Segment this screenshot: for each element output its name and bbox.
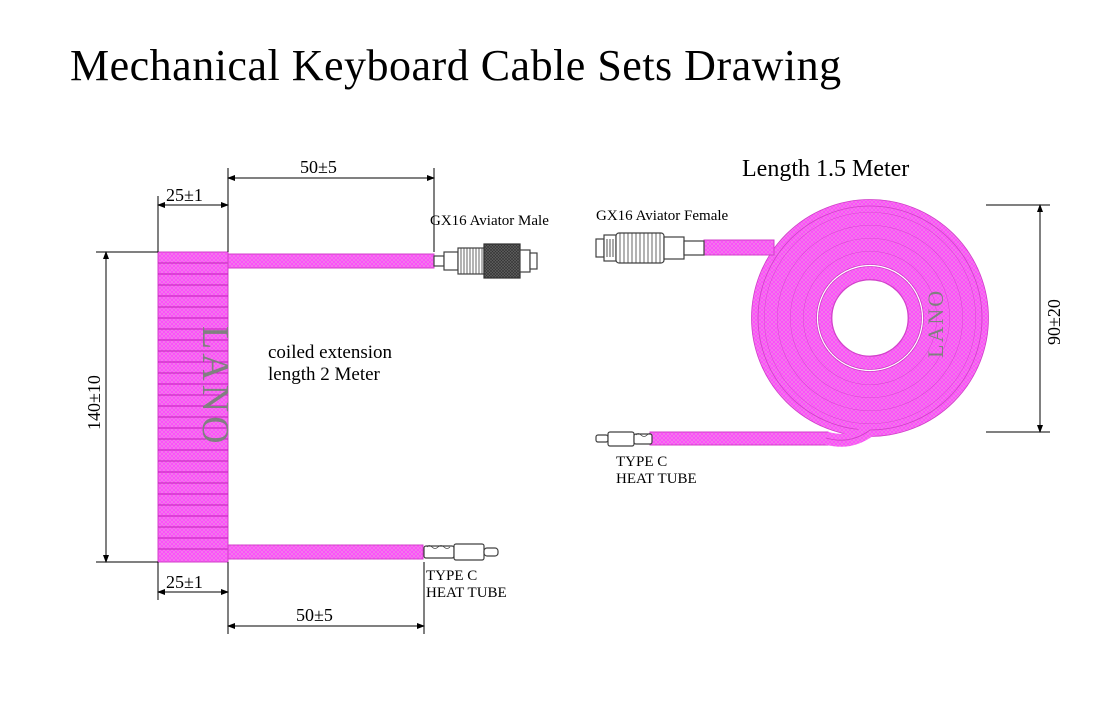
drawing-canvas: LANO GX16 Aviator Male [0, 0, 1118, 705]
bottom-cable-segment [228, 545, 423, 559]
length-label: Length 1.5 Meter [742, 156, 909, 182]
dim-top-50: 50±5 [300, 157, 337, 177]
spiral-coil [752, 200, 989, 437]
typec-label-left-1: TYPE C [426, 568, 477, 584]
left-assembly: LANO GX16 Aviator Male [84, 157, 549, 634]
dim-bot-25: 25±1 [166, 572, 203, 592]
typec-label-right-1: TYPE C [616, 454, 667, 470]
ext-label-1: coiled extension [268, 342, 392, 363]
typec-label-right-2: HEAT TUBE [616, 471, 697, 487]
dims-left [96, 168, 434, 634]
typec-label-left-2: HEAT TUBE [426, 585, 507, 601]
typec-connector-left [424, 544, 498, 560]
coiled-cable: LANO [158, 252, 236, 562]
top-cable-segment [228, 254, 434, 268]
brand-text-right: LANO [923, 289, 948, 358]
dim-right [986, 205, 1050, 432]
dim-left-140: 140±10 [84, 375, 104, 430]
gx16-male-connector [434, 244, 537, 278]
dim-right-90: 90±20 [1044, 299, 1064, 345]
dim-bot-50: 50±5 [296, 605, 333, 625]
ext-label-2: length 2 Meter [268, 364, 381, 385]
brand-text-left: LANO [194, 326, 236, 448]
gx16-female-label: GX16 Aviator Female [596, 208, 729, 224]
right-assembly: Length 1.5 Meter LANO [596, 156, 1064, 487]
typec-connector-right [596, 432, 652, 446]
top-cable-right [704, 240, 774, 255]
dim-top-25: 25±1 [166, 185, 203, 205]
gx16-male-label: GX16 Aviator Male [430, 213, 549, 229]
lead-cable-right [650, 432, 828, 445]
gx16-female-connector [596, 233, 704, 263]
